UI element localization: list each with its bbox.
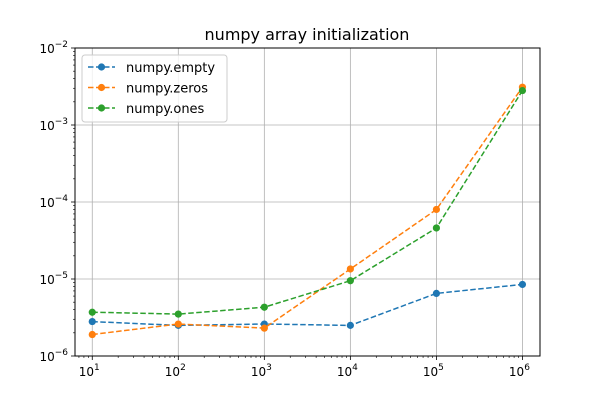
legend-marker: [97, 104, 106, 112]
data-point: [346, 277, 354, 285]
x-tick-label: 106: [509, 363, 530, 379]
data-point: [174, 320, 182, 328]
series-line: [92, 86, 524, 336]
data-point: [88, 317, 96, 326]
series-numpy-ones: [88, 86, 527, 318]
y-tick-label: 10−6: [39, 348, 68, 364]
y-tick-label: 10−3: [39, 117, 68, 133]
data-point: [88, 308, 96, 316]
data-point: [260, 303, 268, 311]
data-point: [88, 330, 96, 339]
legend-label: numpy.ones: [126, 102, 205, 117]
ticks: 101 102 103 104 105 106 10−6 10−5 10−4 10−3 10−2: [39, 40, 530, 379]
series-line: [92, 283, 523, 327]
y-tick-label: 10−4: [39, 194, 68, 210]
data-point: [432, 205, 441, 214]
series-numpy-zeros: [88, 83, 527, 339]
y-tick-label: 10−5: [39, 271, 68, 287]
legend-box: [81, 54, 228, 123]
data-point: [518, 280, 527, 289]
data-point: [174, 310, 182, 318]
x-tick-label: 103: [251, 363, 272, 379]
data-point: [260, 324, 268, 332]
series-layer: [88, 83, 527, 339]
y-tick-label: 10−2: [39, 40, 68, 56]
data-point: [346, 321, 354, 329]
series-line: [92, 90, 524, 315]
chart-title: numpy array initialization: [205, 25, 410, 44]
x-tick-label: 104: [337, 363, 358, 379]
data-point: [518, 86, 527, 95]
data-point: [346, 265, 354, 273]
data-point: [432, 289, 441, 298]
x-tick-label: 102: [165, 363, 186, 379]
series-numpy-empty: [88, 280, 527, 329]
data-point: [432, 224, 441, 232]
legend-marker: [97, 83, 106, 92]
legend: numpy.empty numpy.zeros numpy.ones: [81, 54, 228, 123]
grid: [75, 48, 540, 356]
legend-label: numpy.empty: [126, 61, 215, 76]
legend-label: numpy.zeros: [126, 82, 208, 97]
x-tick-label: 105: [423, 363, 444, 379]
legend-marker: [97, 63, 106, 71]
x-tick-label: 101: [79, 363, 100, 379]
